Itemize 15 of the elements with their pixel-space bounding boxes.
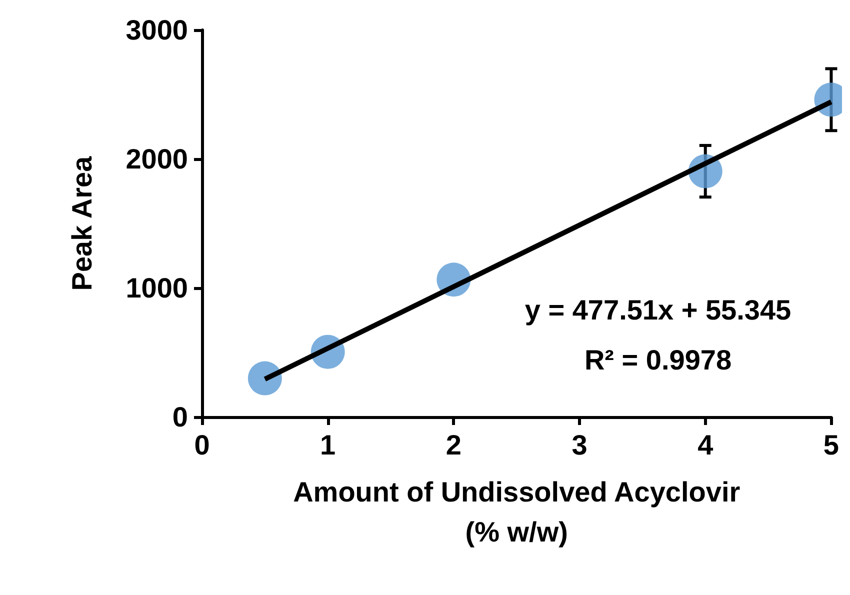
x-tick-label: 1 — [320, 430, 336, 460]
x-tick-label: 2 — [446, 430, 462, 460]
x-tick-label: 5 — [823, 430, 840, 460]
x-axis-title: Amount of Undissolved Acyclovir (% w/w) — [293, 476, 740, 548]
y-tick-label: 2000 — [126, 144, 188, 174]
y-tick-label: 0 — [172, 402, 188, 432]
x-tick-label: 4 — [698, 430, 714, 460]
annotation: R² = 0.9978 — [584, 344, 732, 376]
y-tick-label: 1000 — [126, 272, 188, 304]
annotation: y = 477.51x + 55.345 — [524, 294, 792, 326]
y-axis-title: Peak Area — [66, 156, 98, 291]
point — [248, 361, 282, 396]
x-tick-label: 0 — [194, 430, 210, 460]
y-tick-label: 3000 — [126, 14, 188, 46]
x-tick-label: 3 — [572, 430, 588, 460]
